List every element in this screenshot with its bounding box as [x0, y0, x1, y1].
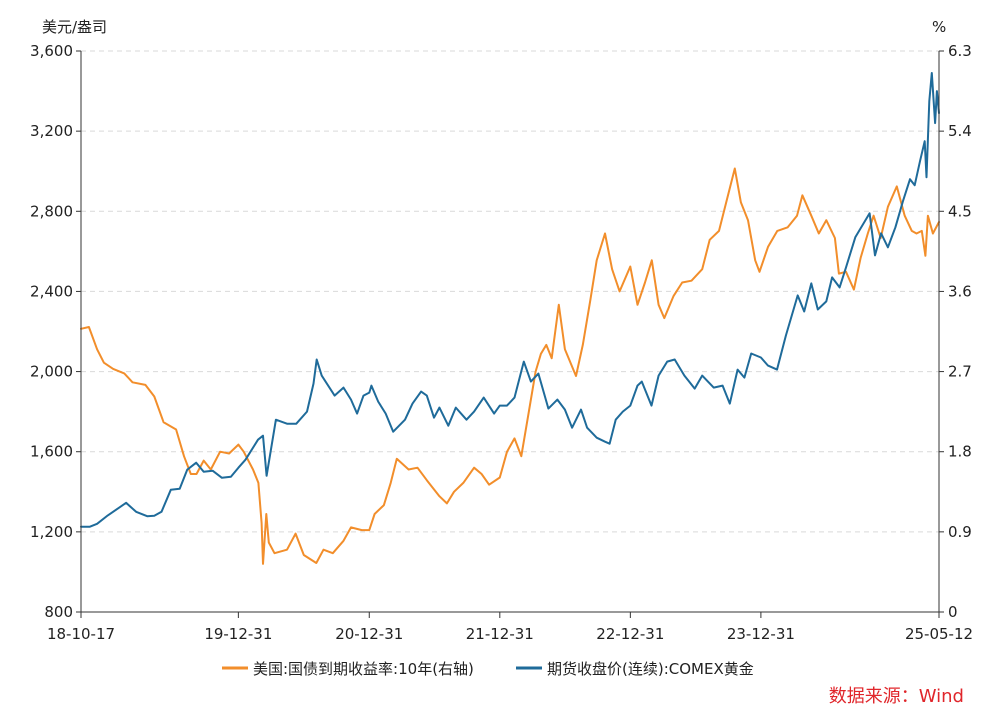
- x-tick-label: 18-10-17: [47, 625, 115, 643]
- right-tick-label: 0: [948, 603, 958, 621]
- x-tick-label: 23-12-31: [727, 625, 795, 643]
- right-tick-label: 3.6: [948, 282, 972, 300]
- series-lines: [80, 72, 940, 565]
- axes: 800 1,200 1,600 2,000 2,400 2,800 3,200 3,600 0 0…: [30, 42, 973, 643]
- right-tick-label: 1.8: [948, 443, 972, 461]
- right-tick-label: 4.5: [948, 202, 972, 220]
- x-tick-label: 25-05-12: [905, 625, 973, 643]
- x-tick-label: 19-12-31: [204, 625, 272, 643]
- legend-label-yield: 美国:国债到期收益率:10年(右轴): [253, 660, 474, 678]
- left-tick-label: 2,400: [30, 282, 73, 300]
- series-line-yield: [80, 167, 940, 565]
- legend: 美国:国债到期收益率:10年(右轴) 期货收盘价(连续):COMEX黄金: [222, 660, 754, 678]
- right-axis-unit: %: [932, 18, 946, 36]
- left-tick-label: 3,600: [30, 42, 73, 60]
- left-tick-label: 1,200: [30, 523, 73, 541]
- right-tick-label: 5.4: [948, 122, 972, 140]
- left-axis-unit: 美元/盎司: [42, 18, 107, 36]
- x-tick-label: 20-12-31: [335, 625, 403, 643]
- x-tick-label: 22-12-31: [596, 625, 664, 643]
- left-tick-label: 3,200: [30, 122, 73, 140]
- right-tick-label: 0.9: [948, 523, 972, 541]
- data-source-note: 数据来源：Wind: [829, 686, 964, 707]
- left-tick-label: 800: [44, 603, 73, 621]
- x-tick-label: 21-12-31: [466, 625, 534, 643]
- series-line-gold: [80, 72, 940, 528]
- left-tick-label: 2,000: [30, 363, 73, 381]
- grid-lines: [81, 50, 939, 533]
- left-tick-label: 2,800: [30, 202, 73, 220]
- left-tick-label: 1,600: [30, 443, 73, 461]
- right-tick-label: 6.3: [948, 42, 972, 60]
- right-tick-label: 2.7: [948, 363, 972, 381]
- legend-label-gold: 期货收盘价(连续):COMEX黄金: [547, 660, 754, 678]
